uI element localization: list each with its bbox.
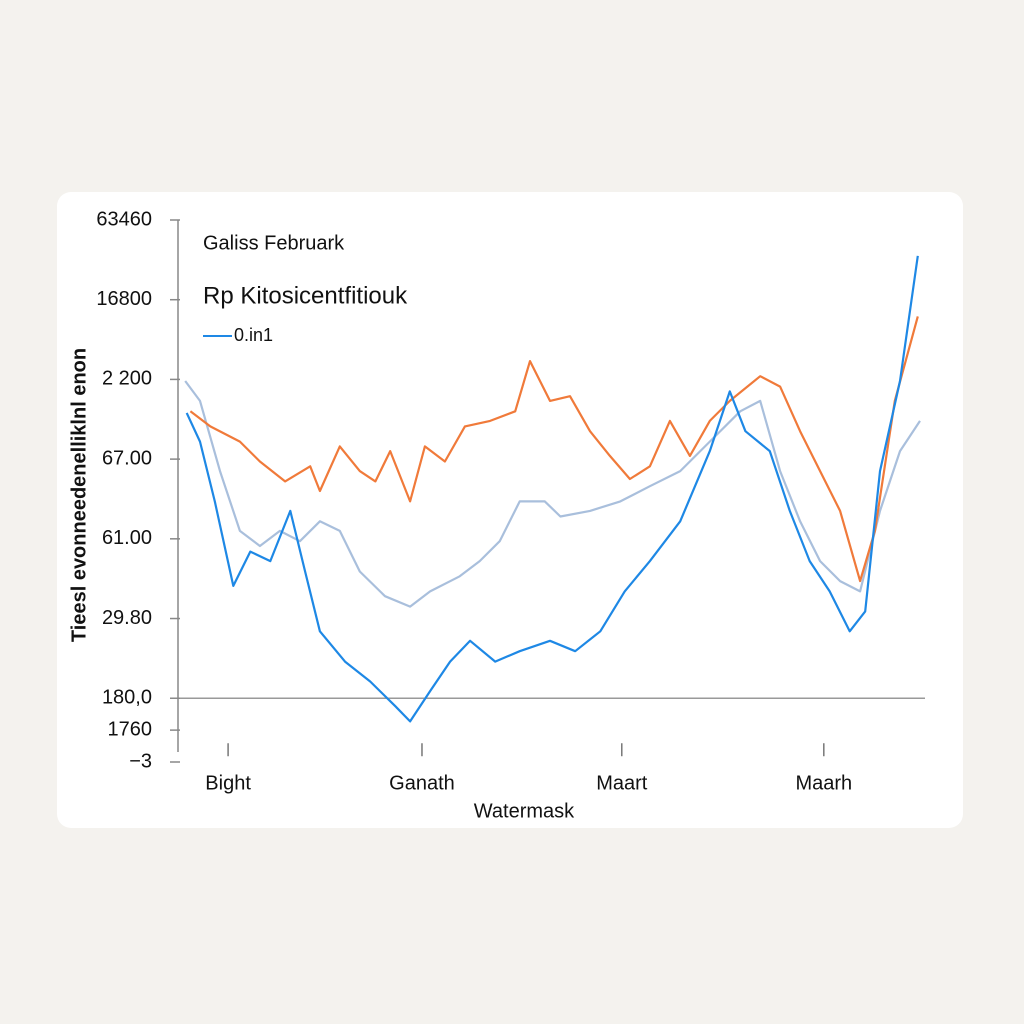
chart-subtitle: Rp Kitosicentfitiouk	[203, 282, 408, 309]
x-tick-label: Maart	[596, 772, 648, 794]
chart-title: Galiss Februark	[203, 232, 345, 254]
series-line	[185, 255, 919, 723]
x-tick-label: Maarh	[795, 772, 852, 794]
y-tick-label: 29.80	[102, 607, 152, 629]
card	[57, 192, 963, 828]
legend-label: 0.in1	[234, 325, 273, 345]
y-tick-label: 1760	[108, 718, 153, 740]
y-tick-label: 180,0	[102, 687, 152, 709]
y-tick-label: 63460	[96, 208, 152, 230]
series-line	[189, 316, 919, 583]
y-tick-label: −3	[129, 750, 152, 772]
series-line	[184, 380, 921, 608]
x-tick-label: Bight	[205, 772, 251, 794]
x-tick-label: Ganath	[389, 772, 455, 794]
y-tick-label: 2 200	[102, 368, 152, 390]
y-tick-label: 16800	[96, 288, 152, 310]
y-axis-label: Tieesl evonneedenelliklnl enon	[68, 348, 90, 642]
y-tick-label: 61.00	[102, 527, 152, 549]
x-axis-label: Watermask	[474, 800, 575, 822]
y-tick-label: 67.00	[102, 447, 152, 469]
